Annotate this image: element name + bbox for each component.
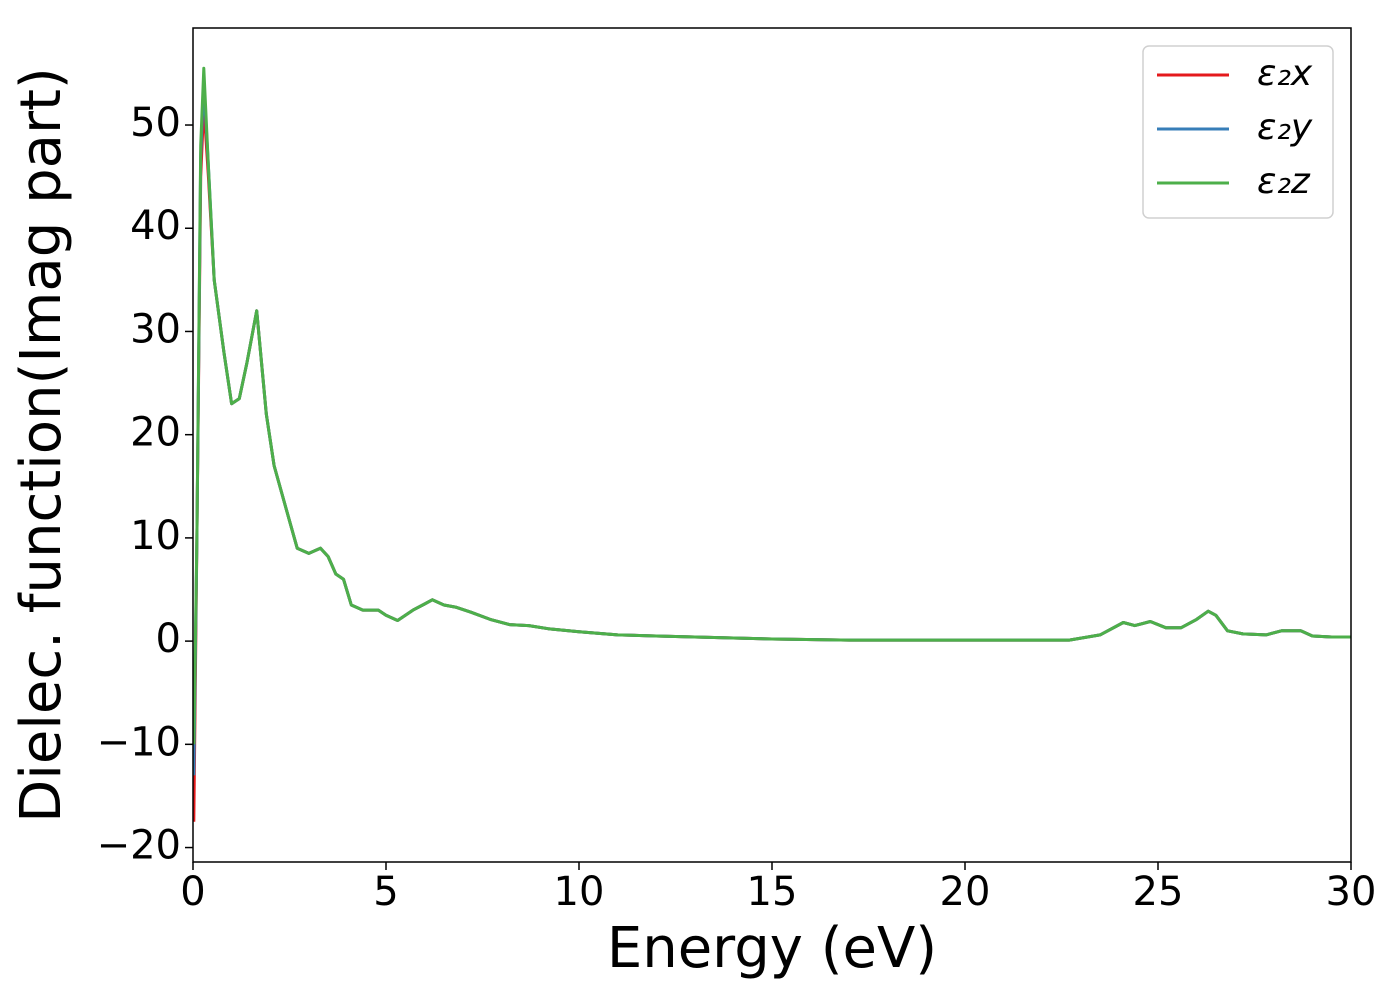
y-tick-label: −20 (97, 823, 181, 869)
y-tick-label: 40 (130, 203, 181, 249)
y-tick-label: 50 (130, 100, 181, 146)
y-tick-label: 10 (130, 513, 181, 559)
legend-label: ε₂y (1257, 107, 1313, 148)
legend-label: ε₂z (1257, 161, 1311, 202)
x-tick-label: 10 (554, 869, 605, 915)
data-line (193, 66, 1351, 745)
plot-frame (192, 27, 1352, 863)
y-tick-label: 30 (130, 306, 181, 352)
x-axis-label: Energy (eV) (607, 916, 937, 981)
y-axis-label: Dielec. function(Imag part) (9, 67, 74, 823)
y-tick-label: −10 (97, 719, 181, 765)
legend-box (1142, 45, 1334, 219)
x-tick-label: 30 (1326, 869, 1377, 915)
x-tick-label: 15 (747, 869, 798, 915)
legend-label: ε₂x (1257, 53, 1313, 94)
x-tick-label: 0 (180, 869, 205, 915)
x-tick-label: 5 (373, 869, 398, 915)
y-tick-label: 20 (130, 410, 181, 456)
x-tick-label: 20 (940, 869, 991, 915)
y-tick-label: 0 (156, 616, 181, 662)
x-tick-label: 25 (1133, 869, 1184, 915)
